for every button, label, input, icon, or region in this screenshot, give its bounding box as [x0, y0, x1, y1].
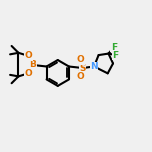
Text: O: O: [24, 51, 32, 60]
Text: F: F: [112, 51, 118, 60]
Text: N: N: [90, 62, 98, 71]
Text: O: O: [76, 72, 84, 81]
Text: O: O: [24, 69, 32, 78]
Text: S: S: [79, 64, 86, 73]
Text: B: B: [29, 60, 36, 69]
Text: O: O: [76, 55, 84, 64]
Text: F: F: [111, 43, 117, 52]
